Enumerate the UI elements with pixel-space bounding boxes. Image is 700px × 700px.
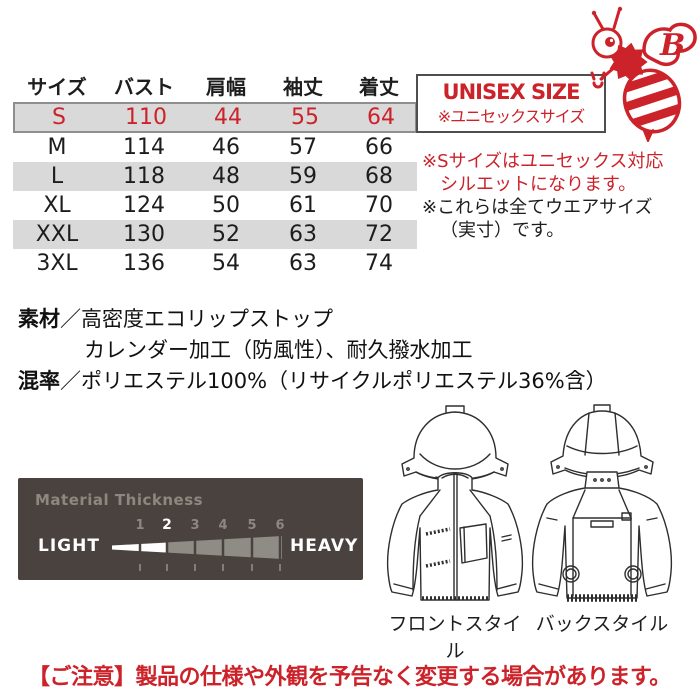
back-style-view: バックスタイル xyxy=(527,400,677,636)
col-header-size: サイズ xyxy=(27,75,87,99)
cell-sleeve: 63 xyxy=(289,222,317,247)
thickness-tick-3: 3 xyxy=(190,518,200,533)
size-table-header: サイズ バスト 肩幅 袖丈 着丈 xyxy=(13,72,417,102)
cell-shoulder: 46 xyxy=(212,135,240,160)
cell-shoulder: 52 xyxy=(212,222,240,247)
material-line3: 混率／ポリエステル100%（リサイクルポリエステル36%含） xyxy=(18,366,607,397)
cell-sleeve: 63 xyxy=(289,251,317,276)
back-jacket-illustration xyxy=(531,404,673,602)
cell-bust: 136 xyxy=(123,251,165,276)
thickness-tick-1: 1 xyxy=(135,518,145,533)
cell-size: XXL xyxy=(35,222,79,247)
unisex-size-subtitle: ※ユニセックスサイズ xyxy=(437,107,585,126)
bee-mascot-icon: B xyxy=(590,6,697,142)
back-style-label: バックスタイル xyxy=(535,613,669,635)
cell-length: 74 xyxy=(365,251,393,276)
material-label: 素材 xyxy=(18,307,60,331)
table-row-3xl: 3XL 136 54 63 74 xyxy=(13,249,417,278)
note-wearsize-line2: （実寸）です。 xyxy=(440,220,565,241)
thickness-wedge-gauge xyxy=(112,534,282,571)
cell-length: 70 xyxy=(365,193,393,218)
thickness-tick-4: 4 xyxy=(218,518,228,533)
material-thickness-meter: Material Thickness 1 2 3 4 5 6 LIGHT HEA… xyxy=(18,478,363,580)
cell-bust: 118 xyxy=(123,164,165,189)
note-wearsize-line1: ※これらは全てウエアサイズ xyxy=(422,197,653,218)
table-row-xl: XL 124 50 61 70 xyxy=(13,191,417,220)
thickness-tick-5: 5 xyxy=(247,518,257,533)
note-unisex-line1: ※Sサイズはユニセックス対応 xyxy=(422,151,664,172)
cell-shoulder: 50 xyxy=(212,193,240,218)
size-notes: ※Sサイズはユニセックス対応 シルエットになります。 ※これらは全てウエアサイズ… xyxy=(422,150,698,242)
thickness-tick-2-active: 2 xyxy=(162,517,172,533)
size-table: サイズ バスト 肩幅 袖丈 着丈 S 110 44 55 64 M 114 46… xyxy=(13,72,417,278)
cell-sleeve: 55 xyxy=(291,105,319,130)
material-line2: カレンダー加工（防風性）、耐久撥水加工 xyxy=(84,338,473,362)
cell-sleeve: 61 xyxy=(289,193,317,218)
cell-length: 66 xyxy=(365,135,393,160)
cell-bust: 114 xyxy=(123,135,165,160)
cell-size: XL xyxy=(43,193,71,218)
cell-size: 3XL xyxy=(36,251,78,276)
material-info: 素材／高密度エコリップストップ カレンダー加工（防風性）、耐久撥水加工 混率／ポ… xyxy=(18,304,607,397)
table-row-s: S 110 44 55 64 xyxy=(13,102,417,133)
front-jacket-illustration xyxy=(386,405,524,601)
cell-size: M xyxy=(47,135,67,160)
cell-size: L xyxy=(50,164,64,189)
cell-bust: 130 xyxy=(123,222,165,247)
cell-shoulder: 44 xyxy=(214,105,242,130)
thickness-tick-6: 6 xyxy=(275,518,285,533)
col-header-shoulder: 肩幅 xyxy=(206,75,246,99)
bee-wing-letter: B xyxy=(659,28,685,63)
cell-bust: 124 xyxy=(123,193,165,218)
unisex-size-badge: UNISEX SIZE ※ユニセックスサイズ xyxy=(416,74,606,133)
material-line3-text: ／ポリエステル100%（リサイクルポリエステル36%含） xyxy=(60,369,607,393)
unisex-size-title: UNISEX SIZE xyxy=(442,80,581,104)
front-style-label: フロントスタイル xyxy=(388,613,522,662)
table-row-m: M 114 46 57 66 xyxy=(13,133,417,162)
blend-label: 混率 xyxy=(18,369,60,393)
col-header-sleeve: 袖丈 xyxy=(283,75,323,99)
cell-length: 72 xyxy=(365,222,393,247)
thickness-heavy-label: HEAVY xyxy=(290,536,359,556)
table-row-l: L 118 48 59 68 xyxy=(13,162,417,191)
front-style-view: フロントスタイル xyxy=(380,400,530,663)
col-header-length: 着丈 xyxy=(359,75,399,99)
cell-shoulder: 54 xyxy=(212,251,240,276)
cell-length: 64 xyxy=(367,105,395,130)
caution-text: 【ご注意】製品の仕様や外観を予告なく変更する場合があります。 xyxy=(28,665,671,690)
material-line1-text: ／高密度エコリップストップ xyxy=(60,307,333,331)
cell-shoulder: 48 xyxy=(212,164,240,189)
cell-sleeve: 57 xyxy=(289,135,317,160)
thickness-light-label: LIGHT xyxy=(38,536,100,556)
cell-bust: 110 xyxy=(125,105,167,130)
cell-size: S xyxy=(52,105,66,130)
col-header-bust: バスト xyxy=(114,75,174,99)
thickness-title: Material Thickness xyxy=(35,491,204,509)
cell-sleeve: 59 xyxy=(289,164,317,189)
table-row-xxl: XXL 130 52 63 72 xyxy=(13,220,417,249)
cell-length: 68 xyxy=(365,164,393,189)
note-unisex-line2: シルエットになります。 xyxy=(440,174,637,195)
material-line1: 素材／高密度エコリップストップ xyxy=(18,304,607,335)
